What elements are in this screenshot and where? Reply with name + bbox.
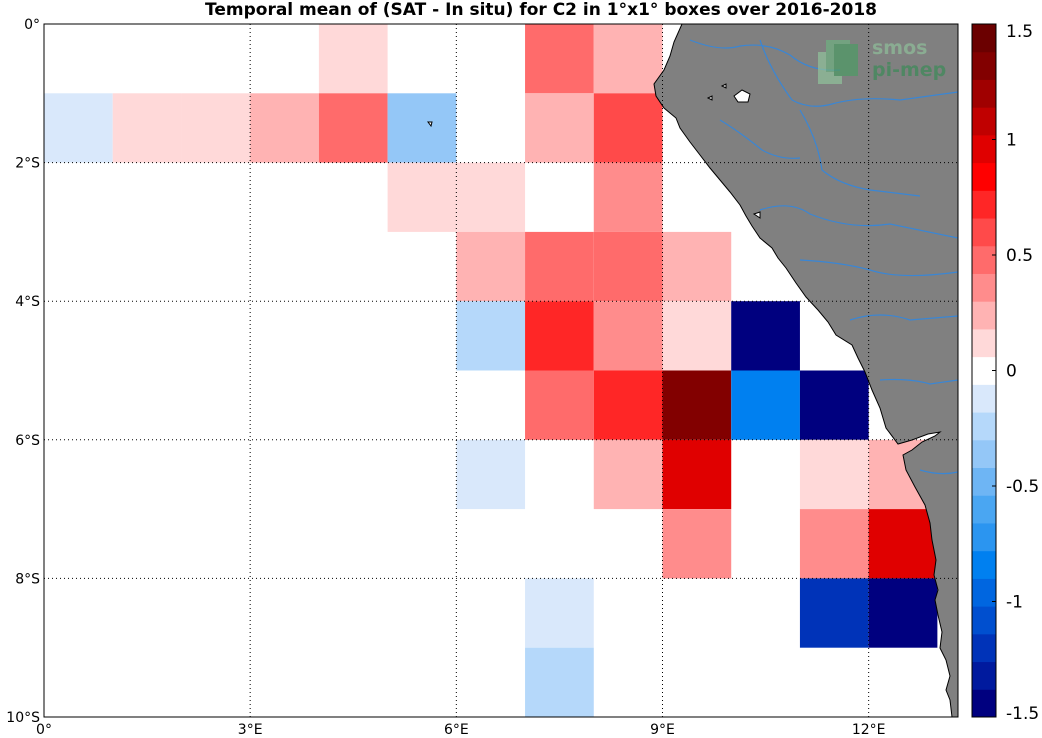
colorbar-segment [972, 522, 996, 552]
colorbar-segment [972, 689, 996, 718]
y-tick-label: 4°S [15, 294, 40, 310]
axis-ticks: 0° 3°E 6°E 9°E 12°E 0° 2°S 4°S 6°S 8°S 10°S [6, 17, 885, 738]
land-mass [653, 24, 958, 717]
data-cell [112, 93, 182, 163]
data-cell [799, 578, 869, 648]
colorbar-segment [972, 633, 996, 663]
x-tick-label: 6°E [444, 722, 469, 738]
colorbar-segment [972, 661, 996, 690]
y-tick-label: 0° [24, 17, 40, 33]
data-cell [525, 93, 594, 163]
data-cell [525, 231, 594, 302]
data-cell [593, 231, 663, 302]
plot-area: smos pi-mep [44, 24, 958, 717]
plot-frame [43, 23, 959, 718]
colorbar-segment [972, 107, 996, 136]
colorbar-segment [972, 384, 996, 413]
colorbar-segment [972, 79, 996, 108]
x-tick-label: 9°E [650, 722, 675, 738]
data-cell [525, 370, 594, 440]
data-cell [525, 578, 594, 648]
data-cell [525, 301, 594, 371]
map-title: Temporal mean of (SAT - In situ) for C2 … [205, 0, 877, 20]
colorbar-tick-label: -1.5 [1006, 704, 1039, 724]
data-cell [731, 370, 800, 440]
data-cell [799, 509, 869, 579]
colorbar-segment [972, 301, 996, 330]
colorbar-tick-label: 1.5 [1006, 22, 1033, 42]
data-cell [593, 301, 663, 371]
data-cell [456, 162, 526, 232]
colorbar-segment [972, 273, 996, 302]
data-cell [593, 24, 663, 94]
data-cell [593, 162, 663, 232]
data-cell [731, 301, 800, 371]
islands [427, 83, 761, 219]
data-cell [181, 93, 251, 163]
rivers [689, 39, 958, 475]
y-tick-label: 6°S [15, 433, 40, 449]
y-tick-label: 10°S [6, 710, 40, 726]
data-cell [662, 370, 732, 440]
logo-line1: smos [872, 37, 927, 59]
data-cell [318, 24, 388, 94]
colorbar: 1.5 1 0.5 0 -0.5 -1 -1.5 [971, 22, 1039, 724]
data-cell [868, 509, 938, 579]
colorbar-segment [972, 51, 996, 80]
data-cell [387, 93, 457, 163]
colorbar-tick-label: 1 [1006, 131, 1017, 151]
data-cell [456, 301, 526, 371]
x-tick-label: 12°E [852, 722, 886, 738]
colorbar-segment [972, 412, 996, 441]
colorbar-segment [972, 606, 996, 635]
y-tick-label: 2°S [15, 156, 40, 172]
data-cell [387, 162, 457, 232]
data-cell [593, 439, 663, 510]
colorbar-segment [972, 328, 996, 358]
x-tick-label: 0° [36, 722, 52, 738]
colorbar-segment [972, 162, 996, 191]
logo-line2: pi-mep [872, 59, 946, 81]
x-tick-label: 3°E [238, 722, 263, 738]
colorbar-segment [972, 495, 996, 524]
data-cell [662, 509, 732, 579]
data-cell [662, 301, 732, 371]
logo-mark-icon [818, 40, 858, 84]
data-cell [662, 231, 732, 302]
data-cell [318, 93, 388, 163]
data-cell [456, 439, 526, 510]
colorbar-segment [972, 24, 996, 53]
data-cell [799, 439, 869, 510]
data-cell [525, 647, 594, 717]
data-cell [44, 93, 113, 163]
colorbar-segment [972, 578, 996, 607]
data-cell [662, 439, 732, 510]
colorbar-segment [972, 467, 996, 496]
colorbar-tick-label: -0.5 [1006, 477, 1039, 497]
logo: smos pi-mep [818, 37, 946, 84]
colorbar-tick-label: 0 [1006, 362, 1017, 382]
data-cell [799, 370, 869, 440]
colorbar-tick-label: 0.5 [1006, 246, 1033, 266]
colorbar-segment [972, 245, 996, 274]
colorbar-segment [972, 190, 996, 219]
data-cell [868, 578, 938, 648]
data-cell [456, 231, 526, 302]
colorbar-tick-label: -1 [1006, 593, 1023, 613]
grid-lines [44, 24, 958, 717]
data-cell [593, 370, 663, 440]
colorbar-segment [972, 550, 996, 579]
data-cell [525, 24, 594, 94]
data-cell [593, 93, 663, 163]
colorbar-segment [972, 439, 996, 469]
colorbar-segment [972, 218, 996, 247]
y-tick-label: 8°S [15, 571, 40, 587]
data-cell [250, 93, 319, 163]
